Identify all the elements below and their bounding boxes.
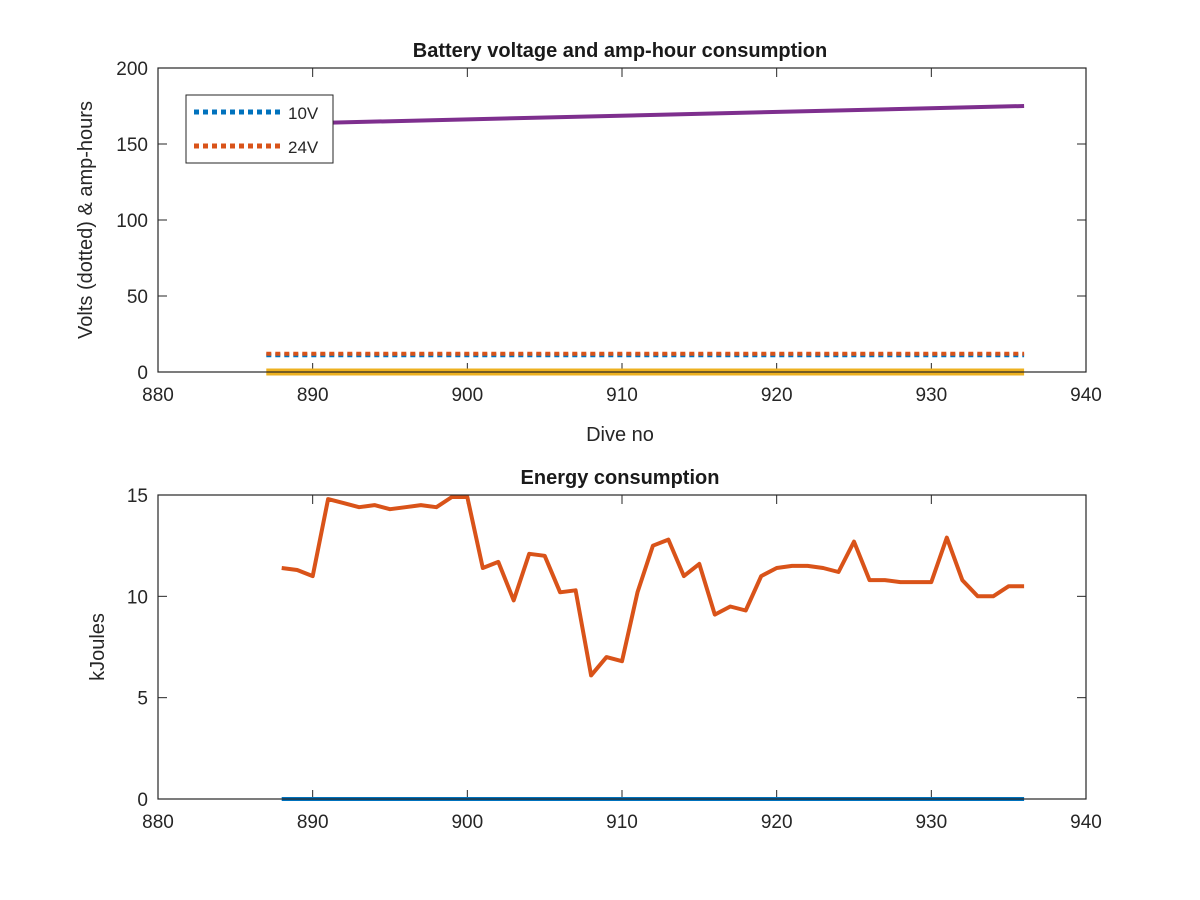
chart-title: Energy consumption — [521, 467, 720, 489]
y-tick-label: 200 — [116, 59, 148, 80]
x-tick-label: 930 — [915, 812, 947, 833]
x-tick-label: 940 — [1070, 385, 1102, 406]
legend-label-24v: 24V — [288, 138, 319, 157]
subplot-battery: Battery voltage and amp-hour consumption… — [75, 40, 1102, 446]
y-tick-label: 10 — [127, 587, 148, 608]
axes-frame — [157, 494, 1087, 800]
x-tick-label: 880 — [142, 812, 174, 833]
x-tick-label: 900 — [451, 385, 483, 406]
x-tick-label: 910 — [606, 385, 638, 406]
series-line-0-3 — [266, 104, 1025, 127]
legend-label-10v: 10V — [288, 104, 319, 123]
plot-area: 880 890 900 910 920 930 940 0 50 100 150 200 — [116, 59, 1102, 406]
chart-title: Battery voltage and amp-hour consumption — [413, 40, 827, 62]
y-axis-label: kJoules — [87, 613, 109, 681]
axes-frame — [157, 67, 1087, 373]
x-tick-label: 910 — [606, 812, 638, 833]
x-tick-label: 940 — [1070, 812, 1102, 833]
y-tick-label: 50 — [127, 287, 148, 308]
y-tick-label: 5 — [137, 689, 148, 710]
y-tick-label: 100 — [116, 211, 148, 232]
y-tick-label: 150 — [116, 135, 148, 156]
x-tick-label: 880 — [142, 385, 174, 406]
y-axis-label: Volts (dotted) & amp-hours — [75, 101, 97, 339]
subplot-energy: Energy consumption kJoules 880 890 900 910 9… — [87, 467, 1102, 833]
x-axis-label: Dive no — [586, 424, 654, 446]
legend-box — [185, 94, 334, 164]
legend: 10V 24V — [185, 94, 334, 164]
y-tick-label: 0 — [137, 790, 148, 811]
x-tick-label: 890 — [297, 385, 329, 406]
x-tick-label: 920 — [761, 385, 793, 406]
x-tick-label: 900 — [451, 812, 483, 833]
x-tick-label: 890 — [297, 812, 329, 833]
y-tick-label: 0 — [137, 363, 148, 384]
x-tick-label: 930 — [915, 385, 947, 406]
series-line-1-1 — [281, 495, 1025, 678]
plot-area: 880 890 900 910 920 930 940 0 5 10 15 — [127, 486, 1102, 833]
y-tick-label: 15 — [127, 486, 148, 507]
x-tick-label: 920 — [761, 812, 793, 833]
